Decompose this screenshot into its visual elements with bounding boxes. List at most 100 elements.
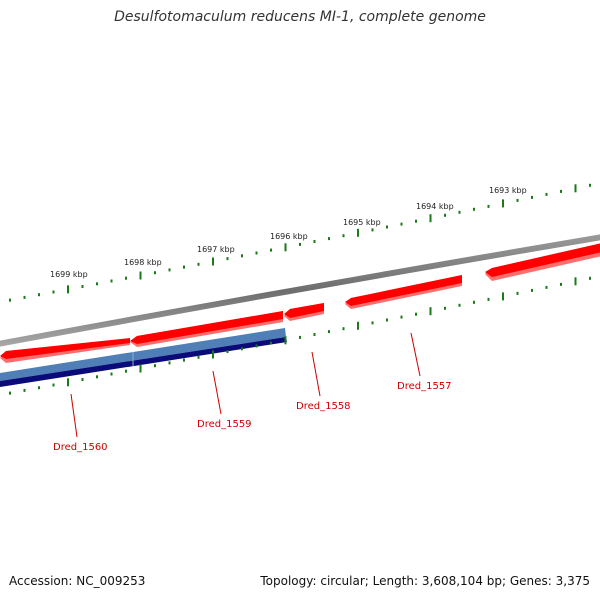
genome-backbone (0, 234, 600, 347)
inner-scale-tick (241, 347, 243, 351)
leader-dred-1557 (410, 332, 421, 377)
inner-scale-tick (502, 292, 504, 301)
outer-scale-tick (38, 293, 40, 297)
inner-scale-tick (328, 330, 330, 334)
inner-scale-tick (313, 333, 316, 336)
outer-scale-tick (125, 276, 127, 280)
gene-label-dred-1560[interactable]: Dred_1560 (53, 442, 108, 453)
inner-scale-tick (67, 378, 69, 387)
inner-scale-tick (183, 358, 185, 362)
inner-scale-tick (516, 291, 519, 295)
inner-scale-tick (168, 361, 171, 365)
inner-scale-tick (212, 350, 214, 359)
leader-dred-1560 (70, 393, 78, 438)
inner-scale-tick (96, 375, 98, 379)
outer-scale-tick (357, 228, 359, 237)
inner-scale-tick (487, 297, 490, 301)
orf-light-band (0, 328, 286, 381)
inner-scale-tick (154, 364, 156, 368)
outer-scale-tick (371, 228, 374, 232)
inner-scale-tick (9, 391, 11, 395)
outer-scale-tick (400, 222, 403, 226)
outer-scale-tick (110, 279, 113, 283)
outer-scale-tick (458, 210, 461, 214)
scale-label-1694: 1694 kbp (416, 202, 454, 211)
inner-scale-tick (23, 388, 26, 392)
inner-scale-tick (255, 344, 258, 348)
orf-dark-band (0, 337, 287, 387)
map-title: Desulfotomaculum reducens MI-1, complete… (114, 9, 486, 25)
outer-scale-tick (67, 285, 69, 294)
inner-scale-tick (574, 277, 577, 286)
outer-scale-tick (226, 257, 229, 261)
inner-scale-tick (270, 341, 272, 345)
scale-label-1697: 1697 kbp (197, 245, 235, 254)
outer-scale-tick (313, 240, 316, 243)
outer-scale-tick (574, 184, 577, 193)
outer-scale-tick (516, 198, 519, 202)
inner-scale-tick (560, 282, 562, 286)
inner-scale-tick (400, 315, 403, 319)
outer-scale-tick (299, 242, 301, 246)
outer-scale-tick (52, 290, 55, 294)
inner-scale-tick (139, 364, 142, 373)
outer-scale-tick (487, 204, 490, 208)
outer-scale-tick (429, 214, 432, 223)
gene-label-dred-1558[interactable]: Dred_1558 (296, 401, 351, 412)
inner-scale-ticks (9, 276, 591, 395)
outer-scale-ticks (9, 183, 591, 302)
inner-scale-tick (197, 355, 200, 359)
leader-dred-1559 (212, 370, 222, 415)
outer-scale-tick (168, 268, 171, 272)
inner-scale-tick (386, 318, 388, 322)
outer-scale-tick (284, 243, 287, 252)
forward-genes (0, 243, 600, 363)
outer-scale-tick (255, 251, 258, 255)
accession-text: Accession: NC_009253 (9, 574, 146, 588)
scale-label-1693: 1693 kbp (489, 186, 527, 195)
outer-scale-tick (23, 295, 26, 299)
scale-labels: 1699 kbp 1698 kbp 1697 kbp 1696 kbp 1695… (50, 186, 527, 279)
genome-stats-text: Topology: circular; Length: 3,608,104 bp… (260, 574, 590, 588)
outer-scale-tick (81, 285, 84, 288)
inner-scale-tick (531, 288, 533, 292)
outer-scale-tick (444, 213, 446, 217)
inner-scale-tick (284, 336, 287, 345)
outer-scale-tick (212, 257, 214, 266)
outer-scale-tick (342, 234, 345, 238)
gene-labels: Dred_1560 Dred_1559 Dred_1558 Dred_1557 (53, 381, 452, 453)
outer-scale-tick (183, 265, 185, 269)
inner-scale-tick (125, 369, 127, 373)
scale-label-1698: 1698 kbp (124, 258, 162, 267)
inner-scale-tick (299, 335, 301, 339)
scale-label-1699: 1699 kbp (50, 270, 88, 279)
inner-scale-tick (589, 276, 591, 280)
scale-label-1695: 1695 kbp (343, 218, 381, 227)
outer-scale-tick (386, 225, 388, 229)
gene-label-dred-1559[interactable]: Dred_1559 (197, 419, 252, 430)
inner-scale-tick (81, 378, 84, 381)
inner-scale-tick (444, 306, 446, 310)
outer-scale-tick (241, 254, 243, 258)
inner-scale-tick (110, 372, 113, 376)
outer-scale-tick (139, 271, 142, 280)
inner-scale-tick (357, 321, 359, 330)
outer-scale-tick (197, 262, 200, 266)
inner-scale-tick (226, 350, 229, 354)
inner-scale-tick (473, 300, 475, 304)
inner-scale-tick (545, 285, 548, 289)
outer-scale-tick (96, 282, 98, 286)
orf-bands (0, 328, 287, 387)
inner-scale-tick (342, 327, 345, 331)
outer-scale-tick (270, 248, 272, 252)
inner-scale-tick (458, 303, 461, 307)
gene-label-dred-1557[interactable]: Dred_1557 (397, 381, 452, 392)
outer-scale-tick (154, 271, 156, 275)
outer-scale-tick (415, 219, 417, 223)
inner-scale-tick (429, 307, 432, 316)
outer-scale-tick (9, 298, 11, 302)
leader-dred-1558 (311, 351, 321, 397)
inner-scale-tick (371, 321, 374, 325)
outer-scale-tick (560, 189, 562, 193)
